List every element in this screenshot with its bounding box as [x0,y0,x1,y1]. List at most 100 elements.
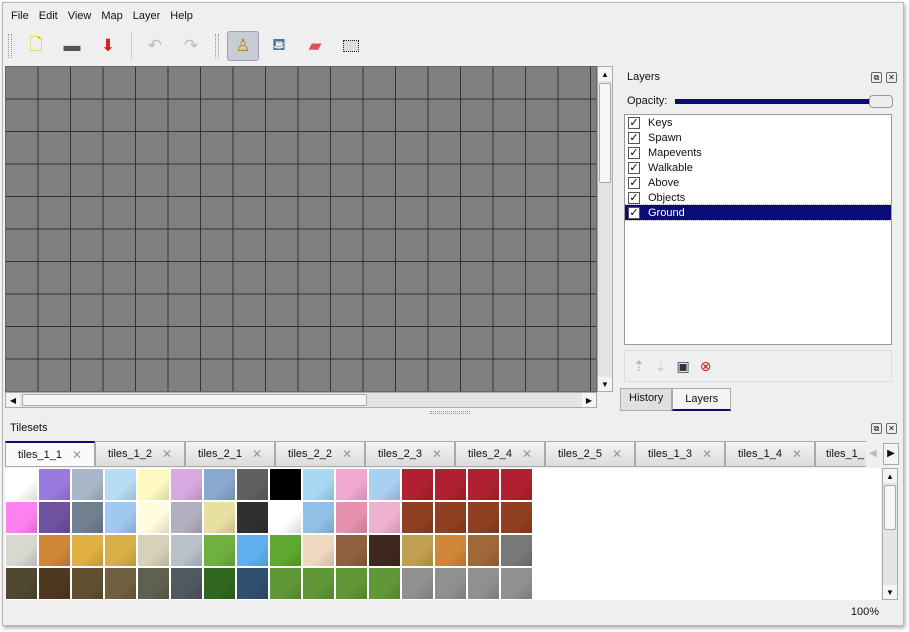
splitter[interactable] [430,411,470,414]
tile[interactable] [203,501,236,534]
raise-layer-icon[interactable]: ⇡ [633,357,645,374]
tile[interactable] [71,468,104,501]
tile[interactable] [500,567,533,600]
menu-file[interactable]: File [11,10,29,22]
tab-scroll-left-icon[interactable]: ◀ [869,448,877,459]
tile[interactable] [137,567,170,600]
tile[interactable] [38,534,71,567]
tile[interactable] [203,468,236,501]
tile[interactable] [302,534,335,567]
tile[interactable] [203,567,236,600]
tile[interactable] [38,501,71,534]
visibility-checkbox[interactable]: ✓ [628,116,640,129]
tile[interactable] [500,468,533,501]
tile[interactable] [269,534,302,567]
visibility-checkbox[interactable]: ✓ [628,131,640,144]
redo-icon[interactable]: ↷ [183,36,199,55]
tile[interactable] [137,468,170,501]
layer-item[interactable]: ✓ Walkable [625,160,891,175]
close-tab-icon[interactable]: ✕ [431,447,443,461]
float-icon[interactable]: ⧉ [871,423,882,434]
tile[interactable] [302,468,335,501]
new-icon[interactable]: 🗋 [29,34,43,54]
save-icon[interactable]: ⬇ [100,36,116,55]
tile[interactable] [335,534,368,567]
tile[interactable] [170,534,203,567]
close-icon[interactable]: ✕ [886,423,897,434]
tileset-vertical-scrollbar[interactable]: ▲ ▼ [882,468,898,600]
tile[interactable] [269,567,302,600]
tile[interactable] [71,501,104,534]
tile[interactable] [467,468,500,501]
tile[interactable] [368,501,401,534]
visibility-checkbox[interactable]: ✓ [628,161,640,174]
opacity-slider-handle[interactable] [869,95,893,108]
menu-edit[interactable]: Edit [38,10,58,22]
map-horizontal-scrollbar[interactable]: ◀ ▶ [5,392,597,408]
close-tab-icon[interactable]: ✕ [521,447,533,461]
menu-layer[interactable]: Layer [132,10,161,22]
tile[interactable] [335,567,368,600]
tile[interactable] [5,468,38,501]
tile[interactable] [137,534,170,567]
tile[interactable] [434,501,467,534]
tile[interactable] [104,567,137,600]
toolbar-grip[interactable] [215,34,219,58]
tile[interactable] [467,567,500,600]
tile[interactable] [269,468,302,501]
tileset-tab[interactable]: tiles_1_1 ✕ [5,441,95,466]
tileset-tab[interactable]: tiles_2_4 ✕ [455,441,545,466]
open-icon[interactable]: ▬ [63,36,81,55]
map-vertical-scrollbar[interactable]: ▲ ▼ [597,66,613,392]
tile[interactable] [203,534,236,567]
close-tab-icon[interactable]: ✕ [161,447,173,461]
tab-scroll-right-icon[interactable]: ▶ [883,443,899,465]
scroll-down-icon[interactable]: ▼ [883,585,897,599]
scroll-right-icon[interactable]: ▶ [582,393,596,407]
remove-layer-icon[interactable]: ⊗ [699,357,712,374]
close-tab-icon[interactable]: ✕ [341,447,353,461]
tile[interactable] [368,534,401,567]
menu-view[interactable]: View [67,10,92,22]
tileset-tab[interactable]: tiles_2_2 ✕ [275,441,365,466]
close-tab-icon[interactable]: ✕ [701,447,713,461]
layer-item[interactable]: ✓ Objects [625,190,891,205]
scroll-down-icon[interactable]: ▼ [598,377,612,391]
scroll-left-icon[interactable]: ◀ [6,393,20,407]
tab-layers[interactable]: Layers [672,388,732,411]
menu-map[interactable]: Map [101,10,123,22]
close-tab-icon[interactable]: ✕ [611,447,623,461]
eraser-icon[interactable]: ▰ [308,36,322,55]
tile[interactable] [434,567,467,600]
menu-help[interactable]: Help [170,10,193,22]
tile[interactable] [71,567,104,600]
stamp-brush-icon[interactable]: ♙ [227,31,259,61]
tile[interactable] [104,468,137,501]
tile[interactable] [236,534,269,567]
tile[interactable] [401,567,434,600]
scroll-up-icon[interactable]: ▲ [883,469,897,483]
tile[interactable] [302,501,335,534]
tile[interactable] [500,501,533,534]
tile[interactable] [368,567,401,600]
tile[interactable] [368,468,401,501]
tile[interactable] [500,534,533,567]
tile[interactable] [434,468,467,501]
tile[interactable] [401,468,434,501]
tileset-tab[interactable]: tiles_2_3 ✕ [365,441,455,466]
tile[interactable] [170,567,203,600]
tile[interactable] [236,567,269,600]
scroll-thumb[interactable] [599,83,611,183]
tileset-tab[interactable]: tiles_2_5 ✕ [545,441,635,466]
tile[interactable] [104,501,137,534]
close-tab-icon[interactable]: ✕ [791,447,803,461]
tab-history[interactable]: History [620,388,673,411]
scroll-thumb[interactable] [22,394,367,406]
float-icon[interactable]: ⧉ [871,72,882,83]
opacity-slider[interactable] [675,99,873,104]
tileset-tab[interactable]: tiles_1_2 ✕ [95,441,185,466]
tileset-tab[interactable]: tiles_1_4 ✕ [725,441,815,466]
tile[interactable] [401,534,434,567]
tileset-view[interactable] [5,468,881,600]
layer-item[interactable]: ✓ Ground [624,204,892,221]
